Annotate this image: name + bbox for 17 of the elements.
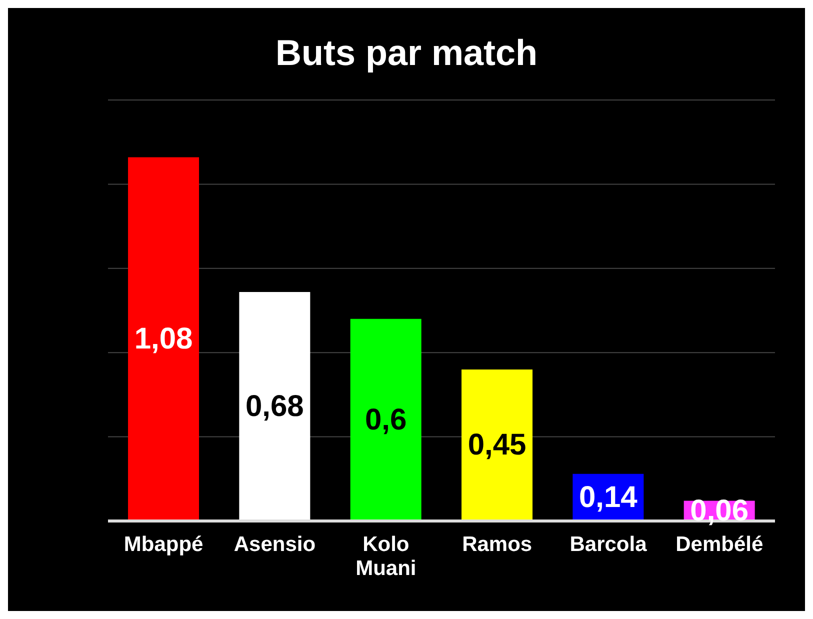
bar — [462, 369, 533, 521]
data-label: 0,68 — [245, 390, 304, 423]
x-tick-label: Ramos — [462, 533, 532, 556]
x-tick-label: Mbappé — [124, 533, 204, 556]
chart-title: Buts par match — [274, 31, 539, 75]
data-label: 0,6 — [364, 403, 407, 436]
data-label: 0,45 — [468, 428, 526, 462]
data-label: 0,14 — [578, 480, 638, 514]
x-tick-label: Dembélé — [676, 533, 764, 556]
data-label: 1,08 — [134, 322, 193, 356]
x-tick-label: Barcola — [570, 533, 648, 556]
bar — [350, 318, 422, 521]
data-label: 0,06 — [690, 494, 749, 528]
x-tick-label: Asensio — [234, 533, 316, 556]
bar — [128, 157, 200, 521]
x-tick-label: Kolo Muani — [356, 533, 416, 580]
bar — [239, 292, 310, 521]
